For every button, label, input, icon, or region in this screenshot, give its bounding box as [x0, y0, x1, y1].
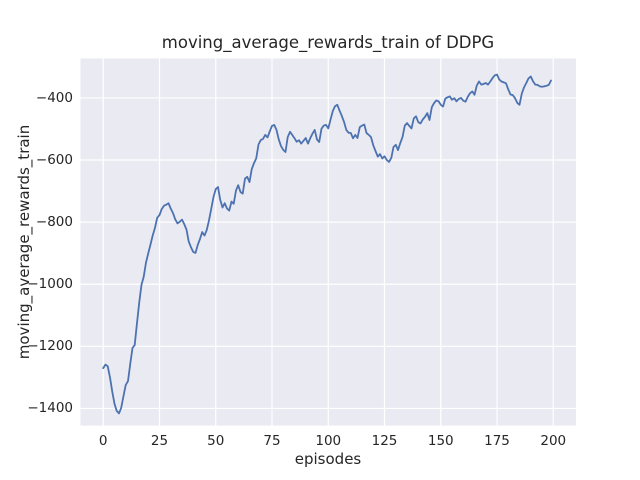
y-tick-label: −1000	[27, 276, 73, 293]
x-tick-label: 200	[540, 432, 567, 449]
x-axis-label: episodes	[294, 450, 362, 468]
x-tick-label: 100	[315, 432, 342, 449]
x-tick-label: 75	[263, 432, 281, 449]
x-tick-label: 0	[98, 432, 108, 449]
y-tick-label: −800	[35, 214, 73, 231]
x-tick-label: 125	[371, 432, 398, 449]
x-tick-label: 50	[207, 432, 225, 449]
y-tick-label: −600	[35, 152, 73, 169]
x-tick-label: 175	[484, 432, 510, 449]
y-tick-label: −1200	[27, 338, 73, 355]
x-tick-label: 25	[150, 432, 169, 449]
chart-title: moving_average_rewards_train of DDPG	[161, 33, 495, 52]
y-tick-label: −1400	[27, 400, 73, 417]
y-tick-label: −400	[35, 89, 73, 106]
x-tick-label: 150	[427, 432, 454, 449]
data-line	[102, 73, 552, 415]
